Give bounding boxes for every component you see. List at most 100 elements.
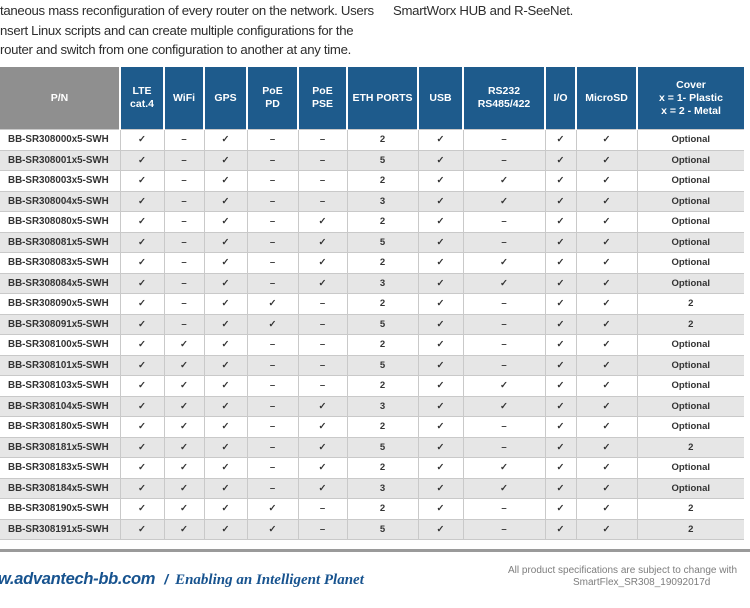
spec-cell: – bbox=[297, 313, 348, 335]
spec-cell: ✓ bbox=[119, 129, 165, 151]
pn-cell: BB-SR308183x5-SWH bbox=[0, 457, 121, 479]
spec-cell: Optional bbox=[636, 395, 744, 417]
spec-cell: – bbox=[246, 375, 299, 397]
pn-cell: BB-SR308104x5-SWH bbox=[0, 395, 121, 417]
spec-cell: – bbox=[462, 293, 546, 315]
spec-cell: Optional bbox=[636, 231, 744, 253]
spec-cell: 2 bbox=[346, 457, 419, 479]
spec-cell: Optional bbox=[636, 149, 744, 171]
spec-cell: ✓ bbox=[575, 293, 638, 315]
spec-cell: ✓ bbox=[544, 272, 577, 294]
pn-cell: BB-SR308081x5-SWH bbox=[0, 231, 121, 253]
spec-cell: ✓ bbox=[462, 395, 546, 417]
spec-cell: Optional bbox=[636, 129, 744, 151]
spec-cell: ✓ bbox=[119, 170, 165, 192]
spec-cell: ✓ bbox=[163, 416, 205, 438]
spec-cell: ✓ bbox=[119, 498, 165, 520]
spec-cell: 5 bbox=[346, 313, 419, 335]
spec-cell: – bbox=[163, 211, 205, 233]
spec-cell: – bbox=[297, 293, 348, 315]
spec-cell: ✓ bbox=[163, 436, 205, 458]
spec-cell: ✓ bbox=[203, 313, 248, 335]
spec-cell: ✓ bbox=[462, 190, 546, 212]
spec-cell: 2 bbox=[636, 518, 744, 540]
table-row: BB-SR308080x5-SWH ✓ – ✓ – ✓ 2 ✓ – ✓ ✓ Optional bbox=[0, 211, 744, 233]
spec-cell: 2 bbox=[346, 416, 419, 438]
spec-cell: – bbox=[462, 354, 546, 376]
spec-cell: ✓ bbox=[417, 190, 464, 212]
pn-cell: BB-SR308001x5-SWH bbox=[0, 149, 121, 171]
pn-cell: BB-SR308180x5-SWH bbox=[0, 416, 121, 438]
spec-cell: ✓ bbox=[119, 457, 165, 479]
pn-cell: BB-SR308003x5-SWH bbox=[0, 170, 121, 192]
spec-cell: – bbox=[462, 211, 546, 233]
spec-cell: – bbox=[462, 518, 546, 540]
column-header: MicroSD bbox=[576, 67, 638, 130]
spec-cell: – bbox=[462, 498, 546, 520]
spec-cell: – bbox=[297, 334, 348, 356]
spec-cell: ✓ bbox=[203, 354, 248, 376]
spec-cell: ✓ bbox=[297, 457, 348, 479]
spec-cell: – bbox=[462, 436, 546, 458]
spec-cell: 2 bbox=[346, 334, 419, 356]
spec-cell: 2 bbox=[346, 211, 419, 233]
spec-cell: ✓ bbox=[203, 477, 248, 499]
table-row: BB-SR308090x5-SWH ✓ – ✓ ✓ –2 ✓ – ✓ ✓ 2 bbox=[0, 293, 744, 315]
spec-cell: – bbox=[163, 190, 205, 212]
spec-cell: ✓ bbox=[544, 395, 577, 417]
table-row: BB-SR308180x5-SWH ✓ ✓ ✓ – ✓ 2 ✓ – ✓ ✓ Optional bbox=[0, 416, 744, 438]
spec-cell: ✓ bbox=[544, 313, 577, 335]
pn-cell: BB-SR308084x5-SWH bbox=[0, 272, 121, 294]
spec-cell: ✓ bbox=[163, 477, 205, 499]
spec-cell: – bbox=[246, 416, 299, 438]
spec-cell: 3 bbox=[346, 190, 419, 212]
spec-cell: 2 bbox=[346, 129, 419, 151]
spec-cell: ✓ bbox=[417, 313, 464, 335]
spec-cell: ✓ bbox=[417, 395, 464, 417]
spec-cell: ✓ bbox=[119, 436, 165, 458]
spec-cell: ✓ bbox=[462, 375, 546, 397]
spec-cell: ✓ bbox=[119, 272, 165, 294]
spec-cell: 2 bbox=[346, 252, 419, 274]
table-row: BB-SR308081x5-SWH ✓ – ✓ – ✓ 5 ✓ – ✓ ✓ Optional bbox=[0, 231, 744, 253]
spec-cell: – bbox=[246, 395, 299, 417]
footer-tagline: Enabling an Intelligent Planet bbox=[175, 572, 364, 588]
spec-cell: ✓ bbox=[203, 252, 248, 274]
header-row: P/N LTE cat.4 WiFi GPS PoE PD PoE PSE ETH PORT… bbox=[0, 67, 744, 130]
pn-cell: BB-SR308000x5-SWH bbox=[0, 129, 121, 151]
spec-cell: – bbox=[297, 190, 348, 212]
spec-cell: ✓ bbox=[575, 477, 638, 499]
spec-cell: ✓ bbox=[246, 518, 299, 540]
spec-cell: Optional bbox=[636, 457, 744, 479]
spec-cell: ✓ bbox=[297, 252, 348, 274]
spec-cell: ✓ bbox=[417, 518, 464, 540]
spec-cell: – bbox=[163, 149, 205, 171]
spec-cell: ✓ bbox=[417, 354, 464, 376]
spec-cell: ✓ bbox=[417, 231, 464, 253]
spec-cell: ✓ bbox=[462, 477, 546, 499]
spec-cell: ✓ bbox=[575, 170, 638, 192]
spec-cell: – bbox=[462, 416, 546, 438]
spec-cell: – bbox=[163, 231, 205, 253]
spec-cell: ✓ bbox=[544, 170, 577, 192]
spec-cell: 2 bbox=[346, 375, 419, 397]
column-header: USB bbox=[418, 67, 464, 130]
website-link[interactable]: w.advantech-bb.com bbox=[0, 570, 156, 588]
spec-cell: Optional bbox=[636, 354, 744, 376]
spec-cell: ✓ bbox=[163, 518, 205, 540]
spec-cell: ✓ bbox=[417, 457, 464, 479]
spec-cell: ✓ bbox=[544, 190, 577, 212]
spec-cell: ✓ bbox=[297, 436, 348, 458]
spec-cell: 2 bbox=[636, 293, 744, 315]
spec-cell: – bbox=[163, 252, 205, 274]
intro-line: router and switch from one configuration… bbox=[0, 42, 351, 57]
pn-cell: BB-SR308080x5-SWH bbox=[0, 211, 121, 233]
table-row: BB-SR308103x5-SWH ✓ ✓ ✓ – –2 ✓ ✓ ✓ ✓ Optional bbox=[0, 375, 744, 397]
spec-cell: – bbox=[462, 313, 546, 335]
pn-cell: BB-SR308004x5-SWH bbox=[0, 190, 121, 212]
spec-cell: ✓ bbox=[119, 354, 165, 376]
spec-cell: 5 bbox=[346, 354, 419, 376]
pn-cell: BB-SR308190x5-SWH bbox=[0, 498, 121, 520]
spec-cell: Optional bbox=[636, 416, 744, 438]
spec-cell: Optional bbox=[636, 272, 744, 294]
